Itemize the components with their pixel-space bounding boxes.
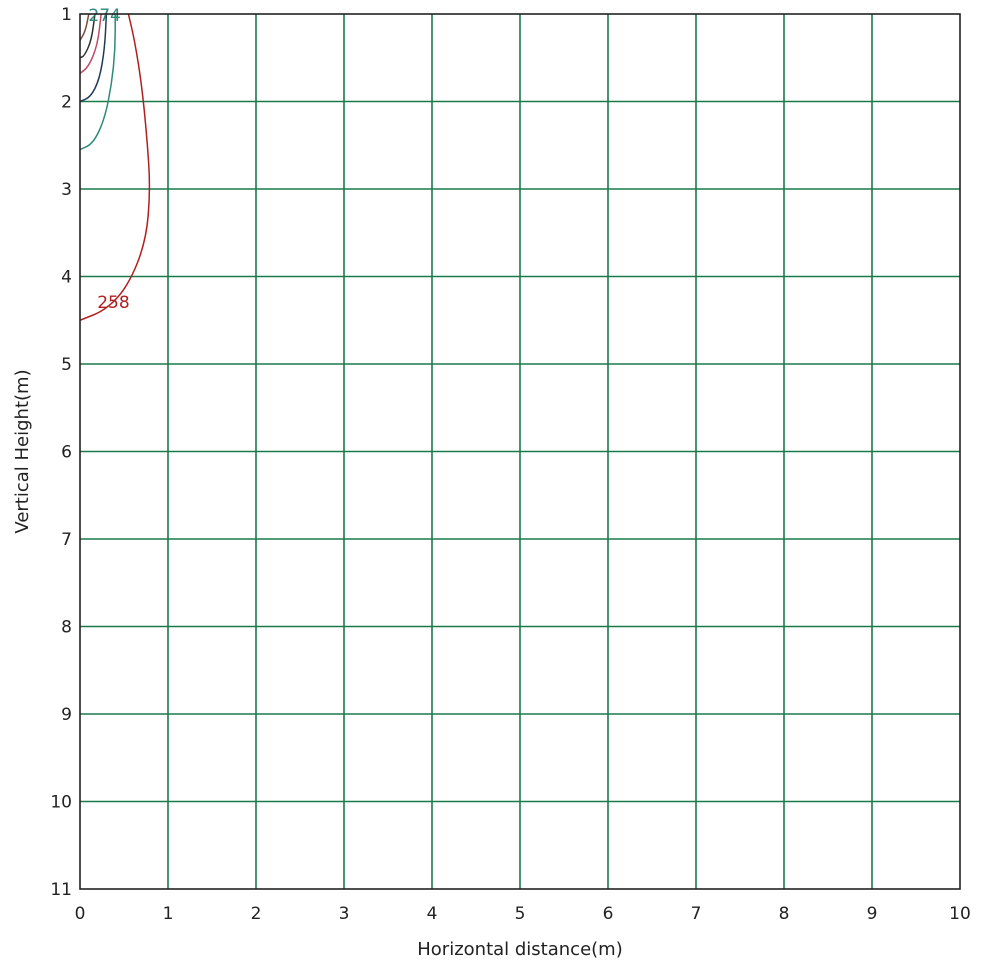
contour-line-258 [79,13,151,321]
y-tick-label-1: 1 [61,5,72,25]
grid-layer [80,14,960,889]
plot-frame [79,13,961,890]
x-tick-label-8: 8 [779,904,790,924]
x-tick-label-0: 0 [75,904,86,924]
x-tick-label-4: 4 [427,904,438,924]
contour-line-unlabeled-4 [79,13,96,59]
x-tick-label-1: 1 [163,904,174,924]
contour-line-274 [79,14,116,151]
y-tick-label-9: 9 [61,705,72,725]
x-tick-label-10: 10 [949,904,971,924]
y-tick-label-7: 7 [61,530,72,550]
x-tick-label-5: 5 [515,904,526,924]
x-tick-label-7: 7 [691,904,702,924]
contour-line-unlabeled-2 [79,13,108,103]
y-axis-title: Vertical Height(m) [12,369,33,533]
x-tick-label-3: 3 [339,904,350,924]
y-tick-label-10: 10 [50,793,72,813]
x-axis-title: Horizontal distance(m) [417,939,622,960]
contour-layer: 258 274 [79,6,151,321]
y-tick-label-5: 5 [61,355,72,375]
x-tick-label-2: 2 [251,904,262,924]
y-tick-label-6: 6 [61,443,72,463]
contour-label-274: 274 [88,6,120,26]
contour-line-unlabeled-5 [79,13,90,41]
y-tick-label-2: 2 [61,93,72,113]
y-tick-label-3: 3 [61,180,72,200]
x-tick-label-6: 6 [603,904,614,924]
tick-label-layer: 0 1 2 3 4 5 6 7 8 9 10 1 2 3 4 5 6 7 8 9 10 11 [50,5,970,924]
y-tick-label-11: 11 [50,880,72,900]
y-tick-label-8: 8 [61,618,72,638]
y-tick-label-4: 4 [61,268,72,288]
contour-label-258: 258 [97,293,129,313]
x-tick-label-9: 9 [867,904,878,924]
contour-line-unlabeled-3 [79,13,102,75]
